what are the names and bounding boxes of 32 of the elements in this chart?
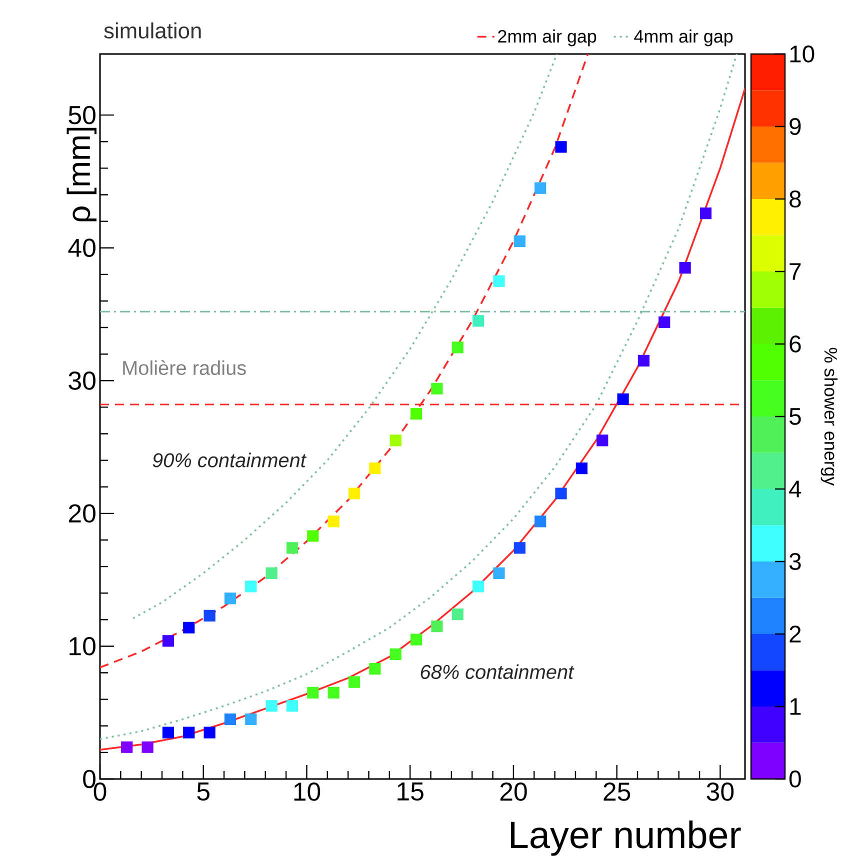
- color-bar-label: 3: [789, 553, 801, 570]
- y-tick-label: 50: [68, 106, 96, 124]
- color-bar-label: 9: [790, 118, 801, 135]
- color-bar-label: 5: [789, 408, 801, 425]
- color-bar-title: % shower energy: [820, 348, 838, 486]
- x-tick-label: 25: [604, 782, 630, 801]
- annotation: 68% containment: [420, 664, 574, 680]
- color-bar-label: 10: [790, 46, 814, 62]
- chart-title: simulation: [104, 22, 201, 39]
- y-tick-label: 30: [68, 371, 96, 390]
- annotation: 90% containment: [152, 452, 307, 468]
- legend-label: 4mm air gap: [634, 30, 733, 46]
- y-tick-label: 40: [68, 238, 96, 258]
- x-tick-label: 20: [500, 782, 527, 801]
- y-tick-label: 10: [70, 637, 96, 656]
- x-tick-label: 10: [294, 782, 320, 801]
- x-tick-label: 30: [706, 782, 734, 801]
- y-axis-title: ρ [mm]: [66, 128, 96, 222]
- color-bar-label: 8: [790, 190, 801, 208]
- ref-line-label: Molière radius: [123, 360, 246, 376]
- color-bar-label: 6: [790, 336, 801, 352]
- color-bar-label: 7: [790, 263, 801, 280]
- color-bar-label: 1: [790, 698, 801, 715]
- legend-label: 2mm air gap: [498, 30, 596, 46]
- color-bar-label: 2: [790, 626, 801, 642]
- y-tick-label: 0: [83, 770, 96, 788]
- x-axis-title: Layer number: [511, 820, 741, 856]
- color-bar-label: 4: [789, 480, 802, 498]
- x-tick-label: 5: [197, 782, 210, 801]
- x-tick-label: 15: [398, 782, 424, 801]
- y-tick-label: 20: [68, 504, 96, 523]
- color-bar-label: 0: [789, 770, 801, 788]
